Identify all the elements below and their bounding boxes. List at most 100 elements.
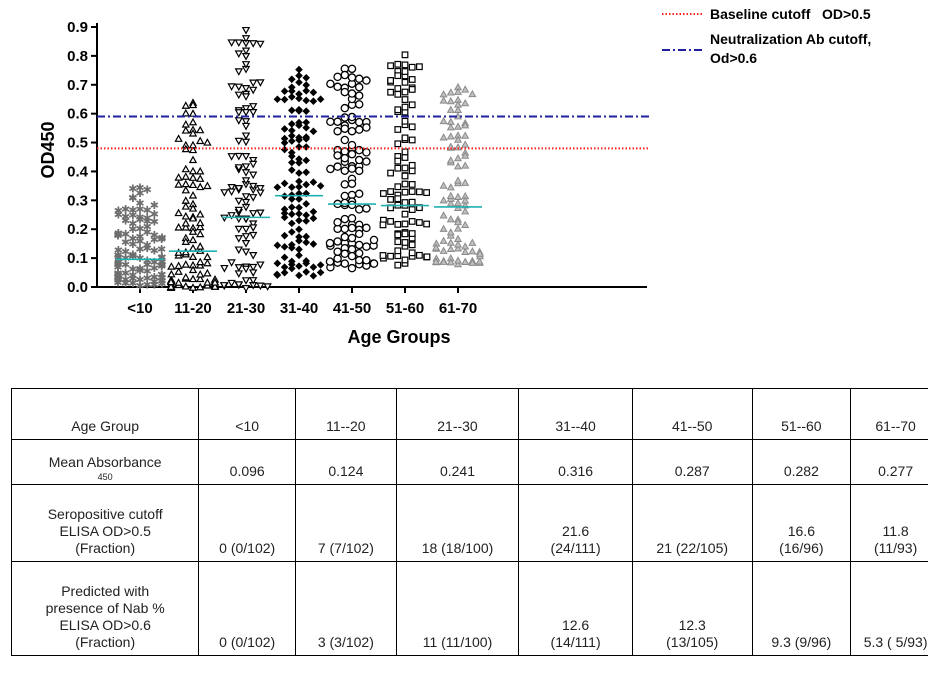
data-point — [401, 134, 409, 142]
data-point: ✱ — [128, 232, 137, 245]
data-point — [347, 64, 357, 74]
data-point — [241, 118, 251, 126]
data-point — [181, 108, 191, 117]
data-point — [408, 101, 416, 109]
table-cell: 0.282 — [751, 439, 852, 485]
data-point — [288, 166, 296, 174]
data-point: ✱ — [113, 249, 122, 262]
data-point — [302, 257, 310, 265]
data-point — [227, 83, 236, 91]
y-axis: 0.0 0.1 0.2 0.3 0.4 0.5 0.6 0.7 0.8 0.9 — [67, 19, 98, 296]
scatter-chart: 0.0 0.1 0.2 0.3 0.4 0.5 0.6 0.7 0.8 0.9 <10 11-20 2… — [38, 6, 871, 347]
data-point: ✱ — [143, 204, 152, 217]
data-point — [234, 270, 244, 278]
data-point — [387, 252, 394, 260]
table-cell: 0.287 — [631, 439, 753, 485]
data-point — [394, 238, 402, 246]
data-point — [248, 160, 258, 169]
data-point — [302, 86, 310, 95]
data-point — [210, 282, 220, 290]
data-point — [234, 152, 244, 161]
data-point: ✱ — [114, 208, 123, 221]
point-group — [219, 26, 272, 293]
data-point — [340, 180, 350, 189]
data-point: ✱ — [114, 205, 123, 218]
data-point — [340, 249, 350, 259]
data-point — [256, 209, 265, 218]
data-point — [288, 260, 296, 269]
data-point: ✱ — [135, 222, 144, 235]
data-point: ✱ — [121, 273, 130, 286]
data-point — [241, 108, 251, 117]
data-point — [347, 179, 357, 188]
data-point — [309, 272, 318, 280]
data-point — [387, 195, 394, 203]
data-point — [295, 118, 303, 127]
data-point — [181, 172, 191, 180]
data-point — [195, 125, 205, 134]
data-point: ✱ — [128, 269, 137, 282]
data-point — [333, 151, 342, 160]
data-point — [347, 89, 357, 98]
data-point — [288, 183, 296, 192]
data-point — [394, 157, 402, 165]
data-point — [333, 237, 342, 246]
data-point: ✱ — [143, 239, 152, 252]
data-points: ✱✱✱✱✱✱✱✱✱✱✱✱✱✱✱✱✱✱✱✱✱✱✱✱✱✱✱✱✱✱✱ ✱✱✱✱✱✱✱✱✱… — [113, 26, 485, 293]
y-tick-label: 0.7 — [67, 77, 88, 94]
row-label-text: Seropositive cutoff ELISA OD>0.5 (Fracti… — [47, 506, 163, 556]
data-point — [256, 185, 265, 193]
data-point — [241, 177, 251, 185]
y-tick-label: 0.8 — [67, 48, 88, 65]
data-point — [354, 100, 364, 109]
data-point: ✱ — [157, 268, 166, 281]
data-point — [316, 268, 325, 277]
data-point — [354, 117, 364, 127]
data-point — [354, 189, 364, 199]
data-point — [288, 87, 296, 95]
table-row-predicted-nab: Predicted with presence of Nab % ELISA O… — [10, 561, 928, 656]
data-point — [273, 183, 282, 192]
data-point — [347, 73, 357, 82]
data-point — [241, 47, 251, 56]
data-point: ✱ — [143, 183, 152, 196]
data-point — [401, 220, 409, 228]
data-point — [340, 113, 350, 122]
data-point — [401, 164, 409, 172]
data-point — [234, 68, 244, 76]
data-point: ✱ — [150, 199, 159, 212]
data-point — [439, 96, 448, 104]
data-point — [461, 247, 470, 256]
data-point — [241, 284, 251, 293]
data-point — [347, 164, 357, 173]
data-point: ✱ — [113, 228, 122, 241]
y-tick-label: 0.3 — [67, 192, 88, 209]
data-point: ✱ — [113, 261, 122, 274]
x-axis: <10 11-20 21-30 31-40 41-50 51-60 61-70 — [97, 286, 647, 317]
data-point — [354, 155, 364, 165]
data-point — [181, 211, 191, 220]
data-point: ✱ — [113, 229, 122, 242]
data-point — [394, 164, 402, 172]
data-point — [309, 263, 318, 271]
data-point — [347, 233, 357, 243]
data-point — [408, 249, 416, 257]
data-point — [369, 259, 379, 268]
data-point — [241, 122, 251, 131]
data-point — [387, 169, 394, 177]
y-tick-label: 0.0 — [67, 279, 88, 296]
data-point — [453, 162, 463, 170]
data-point — [439, 116, 448, 125]
data-point — [362, 157, 371, 166]
data-point — [446, 258, 455, 266]
data-point — [401, 239, 409, 246]
data-point: ✱ — [121, 236, 130, 249]
x-axis-label: Age Groups — [347, 327, 450, 347]
data-point — [273, 241, 282, 250]
data-point: ✱ — [113, 271, 122, 284]
data-point — [408, 206, 416, 213]
data-point — [446, 228, 455, 236]
data-point — [220, 264, 229, 273]
data-point — [181, 120, 191, 128]
row-label-subscript: 450 — [97, 472, 113, 482]
